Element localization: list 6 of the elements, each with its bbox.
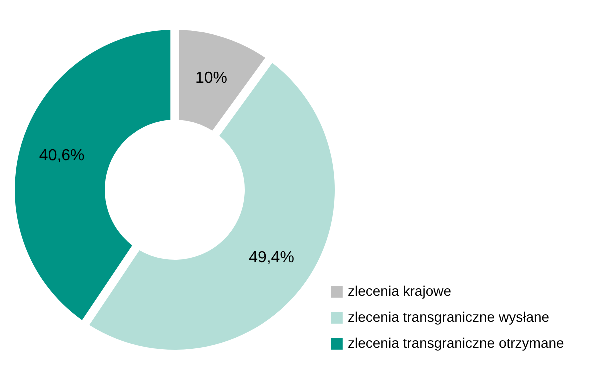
data-label: 40,6% [39, 148, 85, 165]
legend-label: zlecenia transgraniczne otrzymane [348, 335, 565, 351]
data-label: 10% [195, 70, 228, 87]
legend-label: zlecenia krajowe [348, 283, 452, 299]
legend-label: zlecenia transgraniczne wysłane [348, 309, 550, 325]
data-label: 49,4% [249, 250, 294, 267]
